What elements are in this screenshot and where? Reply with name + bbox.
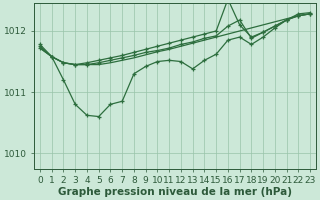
- X-axis label: Graphe pression niveau de la mer (hPa): Graphe pression niveau de la mer (hPa): [58, 187, 292, 197]
